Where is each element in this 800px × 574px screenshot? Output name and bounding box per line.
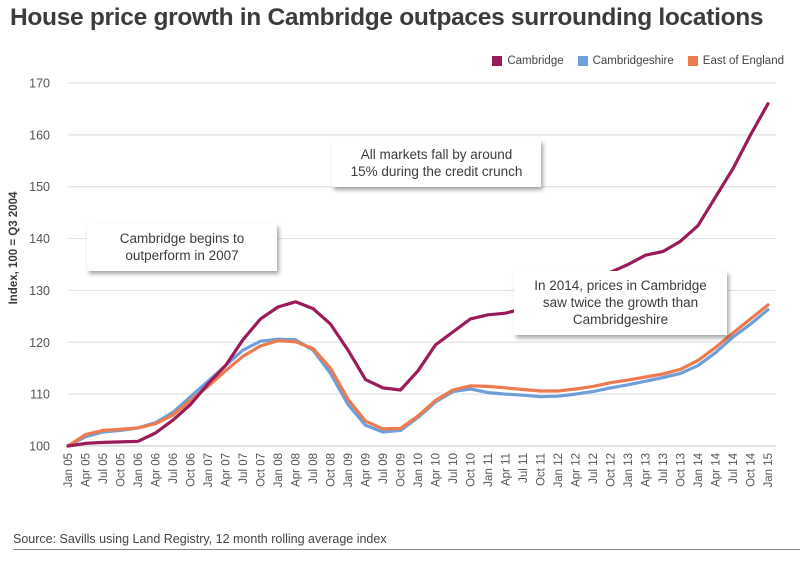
legend-swatch-cambridge [492,56,503,66]
x-tick-label: Apr 13 [641,453,653,487]
x-tick-label: Jul 10 [448,453,460,484]
annotation-cambridge-outperform: Cambridge begins to outperform in 2007 [87,224,277,271]
annotation-line: Cambridgeshire [572,312,669,327]
series-line-cambridge [66,102,770,448]
x-tick-label: Apr 06 [151,453,163,487]
x-tick-label: Jul 13 [658,453,670,484]
x-tick-label: Jan 13 [623,453,635,488]
legend-label-cambridge: Cambridge [507,55,564,67]
legend-label-cambridgeshire: Cambridgeshire [592,55,674,67]
annotation-credit-crunch: All markets fall by around 15% during th… [332,140,541,187]
x-tick-label: Jan 10 [413,453,425,488]
x-tick-label: Oct 06 [186,453,198,487]
chart-title: House price growth in Cambridge outpaces… [10,4,764,31]
x-tick-label: Jul 05 [98,453,110,484]
legend-item-cambridgeshire: Cambridgeshire [577,55,674,67]
x-tick-label: Apr 05 [81,453,93,487]
x-tick-label: Apr 09 [361,453,373,487]
y-tick-label: 110 [30,388,50,402]
x-tick-label: Jul 07 [238,453,250,484]
x-tick-label: Jul 09 [378,453,390,484]
x-tick-label: Jul 06 [168,453,180,484]
x-tick-label: Oct 07 [256,453,268,487]
x-tick-label: Jan 11 [483,453,495,487]
legend: Cambridge Cambridgeshire East of England [492,55,784,67]
y-tick-label: 130 [29,284,50,298]
y-tick-label: 150 [29,180,50,194]
annotation-line: Cambridge begins to [119,231,245,246]
y-tick-label: 160 [29,128,50,142]
x-tick-label: Oct 13 [676,453,688,487]
x-tick-label: Jan 05 [63,453,75,488]
x-tick-label: Oct 11 [536,453,548,486]
x-tick-label: Jan 14 [693,452,705,487]
annotation-line: 15% during the credit crunch [350,164,523,179]
annotation-2014-growth: In 2014, prices in Cambridge saw twice t… [514,271,727,335]
x-tick-label: Apr 14 [711,452,723,486]
x-tick-label: Jul 11 [518,453,530,483]
x-tick-label: Apr 10 [431,453,443,487]
x-tick-label: Jan 15 [763,453,775,488]
x-tick-label: Oct 12 [606,453,618,487]
x-tick-label: Jan 07 [203,453,215,488]
y-tick-label: 120 [29,336,50,350]
legend-swatch-east-of-england [687,56,698,66]
x-tick-label: Apr 12 [571,453,583,487]
annotation-line: All markets fall by around [360,147,513,162]
x-tick-label: Jul 12 [588,453,600,484]
x-tick-label: Oct 09 [396,453,408,487]
annotation-line: saw twice the growth than [542,295,699,310]
x-tick-label: Apr 11 [501,453,513,486]
legend-swatch-cambridgeshire [577,56,588,66]
x-tick-label: Jan 12 [553,453,565,488]
y-tick-label: 100 [29,440,50,454]
x-tick-label: Jul 14 [728,452,740,483]
x-tick-label: Jan 08 [273,453,285,488]
x-tick-label: Oct 14 [746,452,758,486]
source-note: Source: Savills using Land Registry, 12 … [13,532,800,550]
annotation-line: outperform in 2007 [125,248,239,263]
x-tick-label: Apr 08 [291,453,303,487]
annotation-line: In 2014, prices in Cambridge [534,278,707,293]
x-tick-label: Jan 09 [343,453,355,488]
y-tick-label: 170 [29,77,50,91]
y-tick-label: 140 [29,232,50,246]
x-tick-label: Apr 07 [221,453,233,487]
x-tick-label: Oct 10 [466,453,478,487]
x-tick-label: Oct 08 [326,453,338,487]
x-tick-label: Oct 05 [116,453,128,487]
x-tick-label: Jan 06 [133,453,145,488]
series-line-east-of-england [66,303,770,448]
legend-item-east-of-england: East of England [687,55,784,67]
legend-label-east-of-england: East of England [702,55,784,67]
legend-item-cambridge: Cambridge [492,55,564,67]
x-tick-label: Jul 08 [308,453,320,484]
